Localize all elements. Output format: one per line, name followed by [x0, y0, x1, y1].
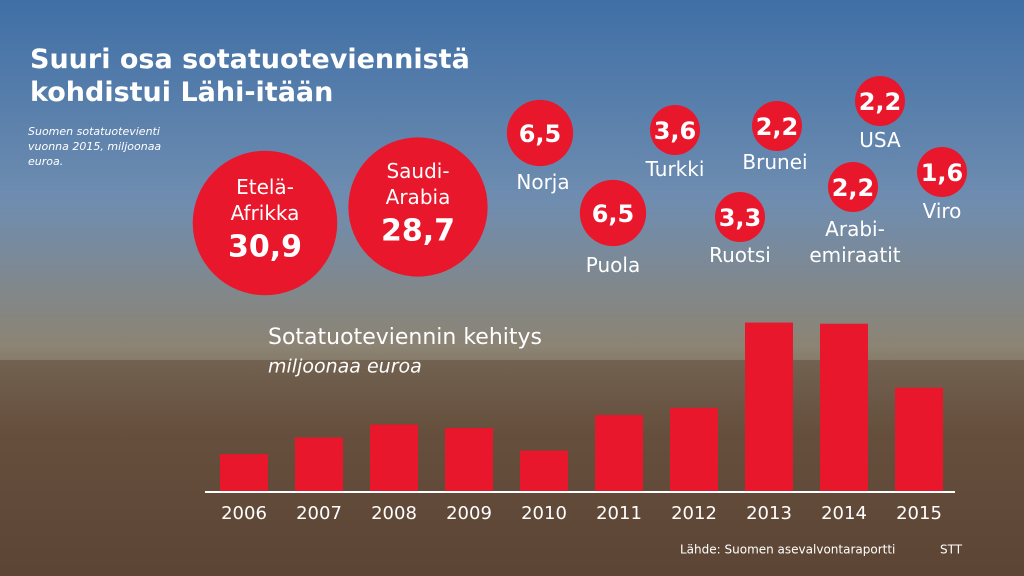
country-label: Ruotsi: [709, 243, 771, 267]
value-label: 2,2: [859, 88, 902, 116]
value-label: 1,6: [921, 159, 964, 187]
country-label: Puola: [586, 253, 640, 277]
bubble: [506, 99, 574, 167]
bubble: [917, 147, 967, 197]
value-label: 2,2: [756, 113, 799, 141]
bar: [745, 322, 793, 492]
country-label: Saudi-Arabia: [386, 159, 451, 209]
bubble: [855, 76, 905, 126]
country-label: Viro: [923, 199, 962, 223]
bar: [445, 428, 493, 492]
bubble: [752, 101, 802, 151]
country-label: USA: [859, 128, 901, 152]
bar: [520, 450, 568, 492]
bubble: [348, 137, 488, 277]
bar: [670, 407, 718, 492]
value-label: 28,7: [381, 214, 455, 249]
value-label: 6,5: [592, 200, 635, 228]
bubble: [579, 179, 647, 247]
value-label: 6,5: [519, 120, 562, 148]
x-tick-label: 2007: [296, 503, 342, 524]
x-tick-label: 2012: [671, 503, 717, 524]
x-tick-label: 2010: [521, 503, 567, 524]
bar-subtitle: miljoonaa euroa: [268, 356, 422, 378]
country-label: Turkki: [645, 157, 705, 181]
country-label: Arabi-emiraatit: [809, 217, 900, 267]
x-tick-label: 2008: [371, 503, 417, 524]
country-label: Norja: [516, 170, 569, 194]
bar: [370, 424, 418, 492]
bar: [295, 437, 343, 492]
value-label: 3,6: [654, 117, 697, 145]
value-label: 2,2: [832, 174, 875, 202]
bar-title: Sotatuoteviennin kehitys: [268, 325, 542, 350]
value-label: 3,3: [719, 204, 762, 232]
bar: [895, 387, 943, 492]
bubble: [828, 162, 878, 212]
x-tick-label: 2015: [896, 503, 942, 524]
bubble: [715, 192, 765, 242]
bubble: [192, 150, 338, 296]
value-label: 30,9: [228, 230, 302, 265]
credit: STT: [940, 543, 963, 557]
bubble: [650, 105, 700, 155]
subtitle-box: Suomen sotatuotevienti vuonna 2015, milj…: [28, 125, 162, 168]
title: Suuri osa sotatuoteviennistä kohdistui Lä…: [30, 44, 470, 108]
bar: [820, 323, 868, 492]
x-tick-label: 2006: [221, 503, 267, 524]
country-label: Brunei: [742, 150, 807, 174]
x-tick-label: 2014: [821, 503, 867, 524]
subtitle: Suomen sotatuotevienti vuonna 2015, milj…: [28, 125, 162, 168]
bar: [595, 414, 643, 492]
bar: [220, 454, 268, 492]
country-label: Etelä-Afrikka: [231, 175, 300, 225]
x-tick-label: 2013: [746, 503, 792, 524]
source: Lähde: Suomen asevalvontaraportti: [680, 543, 895, 557]
x-tick-label: 2009: [446, 503, 492, 524]
x-tick-label: 2011: [596, 503, 642, 524]
